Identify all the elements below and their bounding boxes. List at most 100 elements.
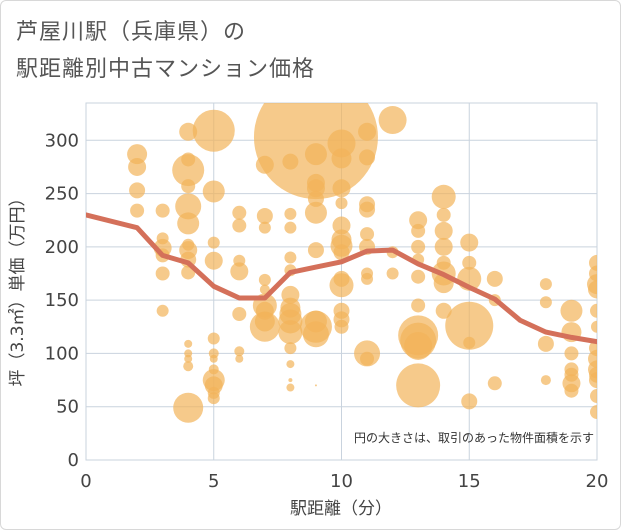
trend-line — [86, 212, 597, 345]
y-tick-label: 0 — [68, 450, 79, 471]
bubble — [359, 201, 376, 218]
bubble — [177, 212, 200, 235]
bubble — [486, 270, 503, 287]
bubble — [590, 389, 597, 404]
bubble — [409, 211, 428, 230]
bubble — [284, 342, 297, 355]
bubble — [564, 383, 579, 398]
bubble — [360, 351, 375, 366]
x-tick-labels: 0 5 10 15 20 — [80, 471, 608, 492]
bubble — [179, 122, 198, 141]
bubble — [232, 307, 247, 322]
bubble — [175, 193, 202, 220]
y-tick-labels: 0 50 100 150 200 250 300 — [45, 130, 79, 471]
x-tick-label: 5 — [208, 471, 219, 492]
bubble — [539, 278, 552, 291]
y-tick-label: 100 — [45, 343, 79, 364]
bubble — [463, 336, 476, 349]
bubble — [204, 251, 223, 270]
bubble — [537, 335, 554, 352]
bubble — [307, 242, 324, 259]
bubble — [411, 223, 426, 238]
bubble — [258, 221, 271, 234]
y-tick-label: 200 — [45, 237, 79, 258]
bubble — [156, 304, 169, 317]
bubble — [209, 354, 218, 363]
bubble — [434, 221, 453, 240]
y-tick-label: 150 — [45, 290, 79, 311]
bubble — [460, 233, 479, 252]
bubble — [331, 148, 352, 169]
bubble — [588, 280, 597, 299]
bubble — [284, 207, 297, 220]
bubble — [258, 273, 271, 286]
bubble — [130, 203, 145, 218]
bubble — [232, 218, 247, 233]
bubble — [172, 154, 205, 187]
bubble — [127, 144, 148, 165]
bubble — [304, 143, 327, 166]
bubble — [462, 255, 477, 270]
size-note: 円の大きさは、取引のあった物件面積を示す — [354, 430, 594, 445]
bubble — [207, 392, 220, 405]
bubble — [360, 227, 375, 242]
bubble — [332, 216, 351, 235]
bubble — [288, 378, 293, 383]
bubble — [314, 384, 317, 387]
bubble — [411, 239, 426, 254]
bubble — [539, 296, 552, 309]
bubble — [560, 299, 583, 322]
bubble — [184, 354, 193, 363]
y-tick-label: 250 — [45, 184, 79, 205]
bubble — [411, 298, 426, 313]
bubble — [181, 179, 196, 194]
bubble — [564, 346, 579, 361]
bubble — [334, 319, 349, 334]
bubble — [234, 346, 245, 357]
bubble — [259, 284, 270, 295]
bubble — [590, 303, 597, 318]
bubble — [333, 244, 350, 261]
bubble — [256, 207, 273, 224]
bubble — [434, 237, 453, 256]
bubble — [590, 405, 597, 420]
bubble — [378, 106, 407, 135]
bubble — [249, 311, 280, 342]
bubble — [404, 331, 433, 360]
bubble — [461, 393, 478, 410]
y-tick-label: 50 — [56, 397, 79, 418]
y-tick-label: 300 — [45, 130, 79, 151]
bubble — [155, 266, 170, 281]
bubble — [278, 320, 303, 345]
trend-line-group — [86, 212, 597, 345]
bubble — [128, 157, 147, 176]
bubble — [396, 363, 441, 408]
bubble — [411, 269, 426, 284]
bubble — [335, 197, 348, 210]
bubble — [184, 339, 193, 348]
bubble — [207, 236, 220, 249]
x-tick-label: 10 — [330, 471, 353, 492]
bubble — [286, 383, 295, 392]
bubble — [173, 392, 204, 423]
bubble — [445, 301, 494, 350]
bubbles — [127, 103, 597, 423]
chart-title-line-1: 芦屋川駅（兵庫県）の — [16, 20, 247, 45]
bubble — [329, 273, 354, 298]
x-tick-label: 15 — [458, 471, 481, 492]
bubble — [284, 251, 297, 264]
bubble — [436, 207, 451, 222]
x-axis-label: 駅距離（分） — [290, 499, 392, 519]
bubble — [386, 267, 399, 280]
bubble — [155, 203, 170, 218]
bubble — [540, 375, 551, 386]
bubble — [183, 361, 194, 372]
bubble — [431, 184, 456, 209]
bubble — [361, 272, 374, 285]
bubble — [230, 262, 249, 281]
bubble — [202, 180, 225, 203]
bubble — [358, 122, 377, 141]
bubble — [327, 129, 356, 158]
bubble — [192, 109, 235, 152]
